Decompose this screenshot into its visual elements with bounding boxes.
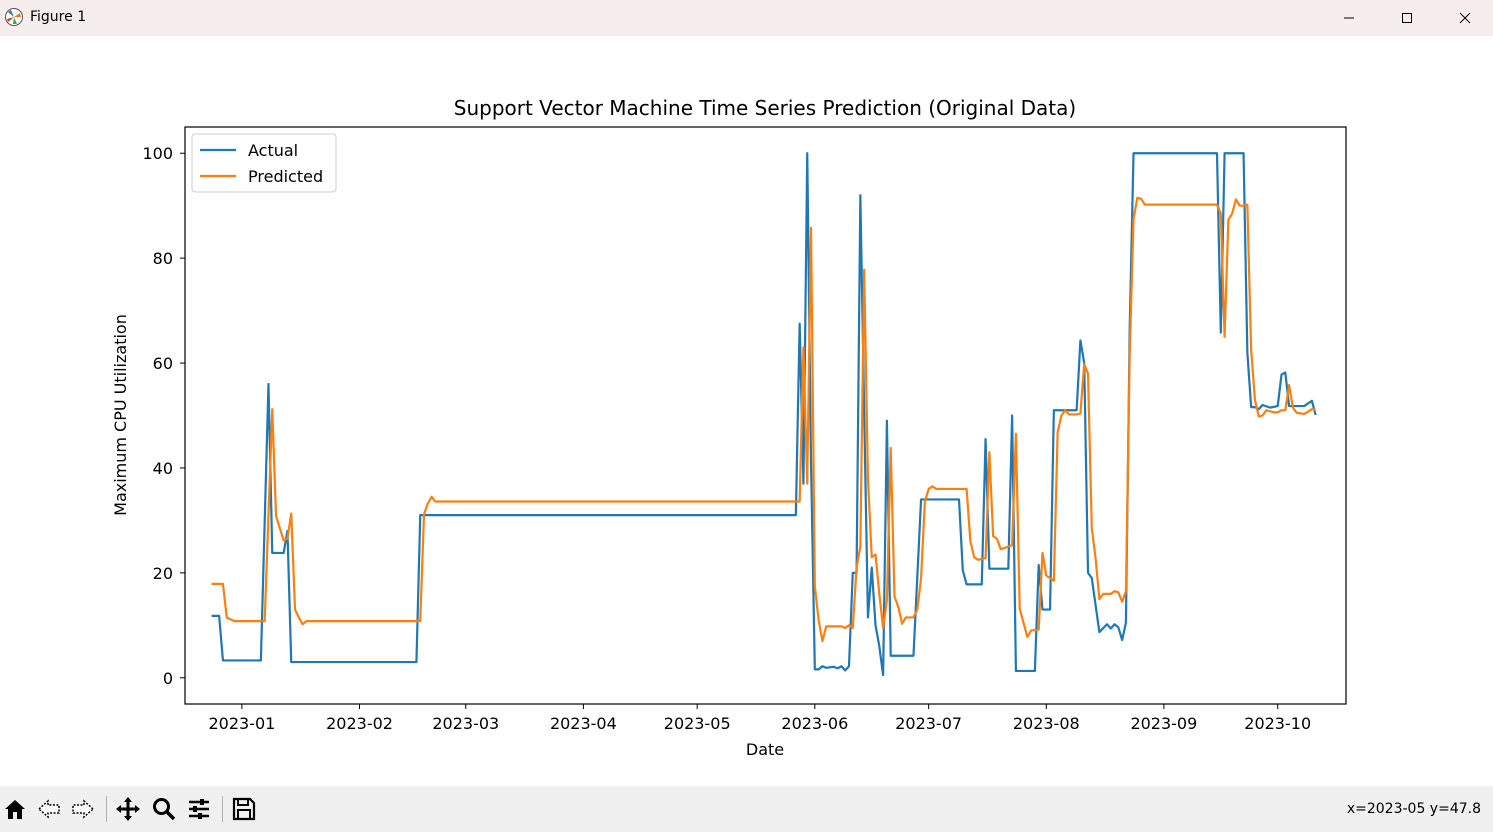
home-icon bbox=[5, 800, 25, 819]
zoom-icon bbox=[153, 798, 176, 821]
close-icon bbox=[1459, 12, 1471, 24]
window-title: Figure 1 bbox=[30, 9, 87, 25]
x-tick-label: 2023-04 bbox=[550, 714, 617, 733]
forward-icon bbox=[72, 799, 95, 819]
y-tick-label: 20 bbox=[153, 564, 173, 583]
navigation-toolbar: x=2023-05 y=47.8 bbox=[0, 786, 1493, 832]
legend-label-predicted: Predicted bbox=[248, 167, 323, 186]
pan-icon bbox=[116, 797, 140, 821]
x-tick-label: 2023-02 bbox=[326, 714, 393, 733]
y-tick-label: 40 bbox=[153, 459, 173, 478]
minimize-button[interactable] bbox=[1320, 0, 1378, 36]
x-tick-label: 2023-06 bbox=[781, 714, 848, 733]
title-bar: Figure 1 bbox=[0, 0, 1493, 36]
legend-label-actual: Actual bbox=[248, 141, 298, 160]
y-tick-label: 60 bbox=[153, 354, 173, 373]
x-tick-label: 2023-01 bbox=[208, 714, 275, 733]
x-tick-label: 2023-03 bbox=[432, 714, 499, 733]
x-tick-label: 2023-09 bbox=[1130, 714, 1197, 733]
axes-layer: 2023-01 2023-02 2023-03 2023-04 2023-05 2023-… bbox=[142, 126, 1347, 733]
series-line-predicted bbox=[211, 196, 1316, 643]
save-icon bbox=[232, 797, 256, 821]
back-button[interactable] bbox=[34, 794, 64, 824]
chart-title: Support Vector Machine Time Series Predi… bbox=[454, 96, 1076, 120]
line-chart: Support Vector Machine Time Series Predi… bbox=[111, 96, 1347, 759]
toolbar-separator bbox=[222, 796, 223, 822]
maximize-button[interactable] bbox=[1378, 0, 1436, 36]
figure-canvas[interactable]: Support Vector Machine Time Series Predi… bbox=[0, 36, 1493, 786]
minimize-icon bbox=[1344, 17, 1354, 19]
axes-frame bbox=[184, 126, 1347, 705]
x-tick-label: 2023-05 bbox=[664, 714, 731, 733]
matplotlib-app-icon bbox=[4, 7, 24, 27]
forward-button[interactable] bbox=[68, 794, 98, 824]
y-tick-label: 80 bbox=[153, 249, 173, 268]
zoom-button[interactable] bbox=[149, 794, 179, 824]
back-icon bbox=[37, 799, 60, 819]
legend-frame bbox=[191, 133, 337, 193]
x-tick-label: 2023-08 bbox=[1013, 714, 1080, 733]
y-axis-label: Maximum CPU Utilization bbox=[111, 314, 130, 516]
legend: Actual Predicted bbox=[191, 133, 337, 193]
toolbar-separator bbox=[106, 796, 107, 822]
maximize-icon bbox=[1402, 13, 1412, 23]
close-button[interactable] bbox=[1436, 0, 1493, 36]
configure-subplots-icon bbox=[189, 799, 209, 819]
pan-button[interactable] bbox=[113, 794, 143, 824]
x-tick-label: 2023-10 bbox=[1244, 714, 1311, 733]
y-tick-label: 0 bbox=[163, 669, 173, 688]
series-layer bbox=[211, 152, 1317, 677]
series-line-actual bbox=[211, 152, 1317, 677]
home-button[interactable] bbox=[0, 794, 30, 824]
x-tick-label: 2023-07 bbox=[895, 714, 962, 733]
x-axis-label: Date bbox=[746, 740, 784, 759]
save-button[interactable] bbox=[229, 794, 259, 824]
cursor-coordinates: x=2023-05 y=47.8 bbox=[1346, 801, 1481, 817]
configure-subplots-button[interactable] bbox=[184, 794, 214, 824]
y-tick-label: 100 bbox=[142, 144, 173, 163]
